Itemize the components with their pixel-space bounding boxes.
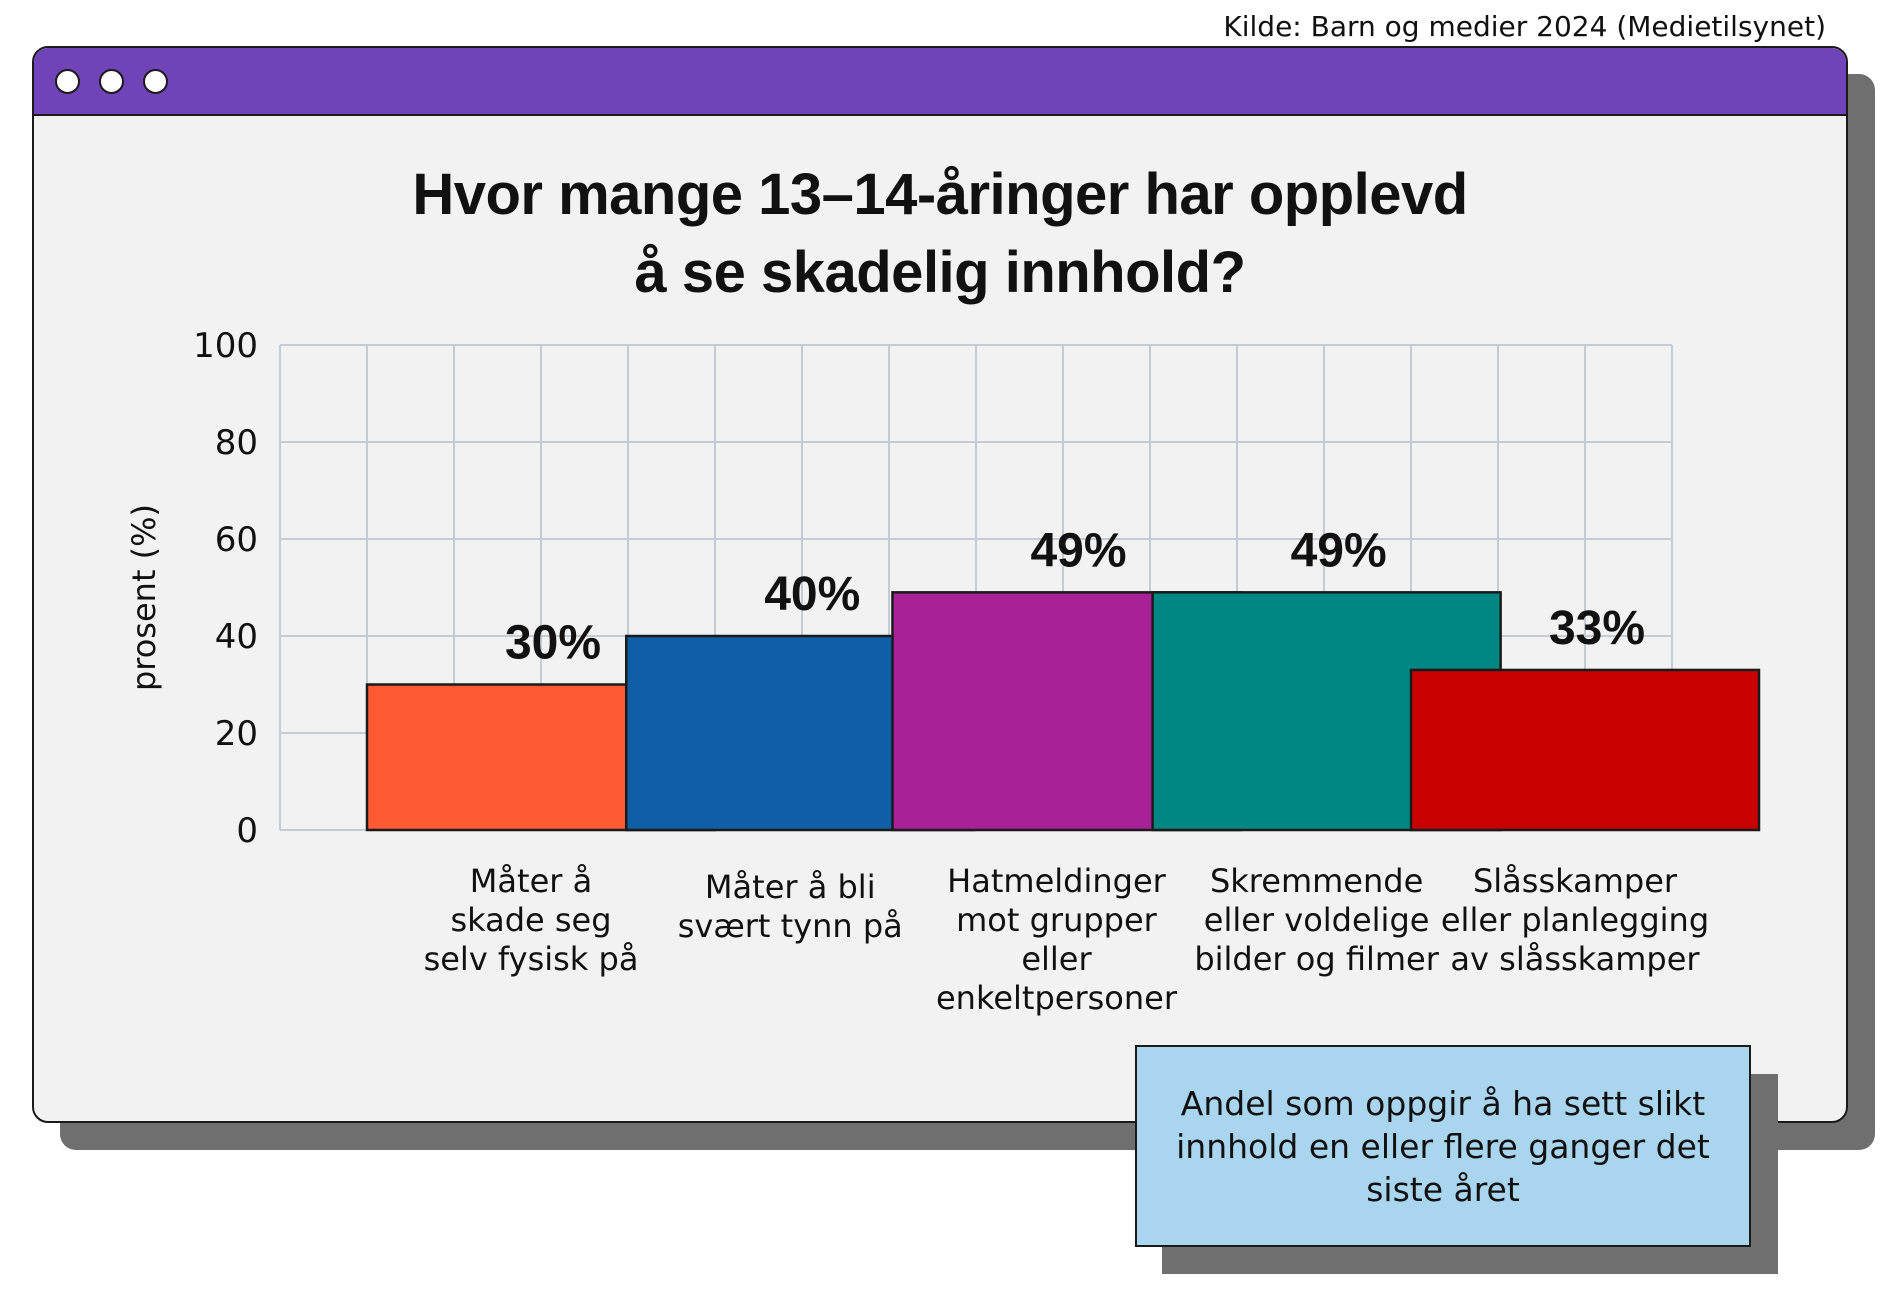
category-label-4: eller voldelige: [1204, 901, 1430, 939]
y-axis-label: prosent (%): [125, 504, 163, 691]
y-tick-label: 60: [215, 520, 258, 560]
y-tick-label: 80: [215, 423, 258, 463]
window-dot-2-icon: [99, 69, 124, 94]
category-label-5: Slåsskamper: [1473, 862, 1678, 900]
chart-title-line-1: Hvor mange 13–14-åringer har opplevd: [412, 162, 1468, 227]
bar-5: [1409, 668, 1761, 832]
category-label-3: eller: [1021, 940, 1092, 978]
chart-window: Hvor mange 13–14-åringer har opplevd å s…: [32, 46, 1848, 1123]
data-label-2: 40%: [764, 568, 860, 621]
chart-title: Hvor mange 13–14-åringer har opplevd å s…: [34, 156, 1846, 312]
legend-note-text: Andel som oppgir å ha sett slikt innhold…: [1176, 1083, 1710, 1209]
chart-title-line-2: å se skadelig innhold?: [634, 240, 1246, 305]
category-label-5: eller planlegging: [1441, 901, 1709, 939]
source-caption: Kilde: Barn og medier 2024 (Medietilsyne…: [1223, 10, 1826, 43]
category-label-1: Måter å: [470, 862, 592, 900]
category-label-2: svært tynn på: [678, 907, 903, 945]
category-label-2: Måter å bli: [705, 868, 876, 906]
window-dot-3-icon: [143, 69, 168, 94]
data-label-1: 30%: [505, 617, 601, 670]
legend-note: Andel som oppgir å ha sett slikt innhold…: [1135, 1045, 1751, 1247]
category-label-5: av slåsskamper: [1450, 940, 1700, 978]
category-label-3: mot grupper: [956, 901, 1158, 939]
data-label-3: 49%: [1030, 524, 1126, 577]
category-label-1: skade seg: [450, 901, 611, 939]
data-label-4: 49%: [1291, 524, 1387, 577]
y-tick-label: 0: [236, 811, 258, 851]
category-label-4: bilder og filmer: [1194, 940, 1439, 978]
window-titlebar: [34, 48, 1846, 116]
y-tick-label: 40: [215, 617, 258, 657]
window-dot-1-icon: [55, 69, 80, 94]
y-tick-label: 100: [193, 326, 258, 366]
y-tick-label: 20: [215, 714, 258, 754]
category-label-4: Skremmende: [1210, 862, 1423, 900]
data-label-5: 33%: [1549, 602, 1645, 655]
category-label-1: selv fysisk på: [424, 940, 639, 978]
category-label-3: enkeltpersoner: [936, 979, 1178, 1017]
category-label-3: Hatmeldinger: [947, 862, 1166, 900]
